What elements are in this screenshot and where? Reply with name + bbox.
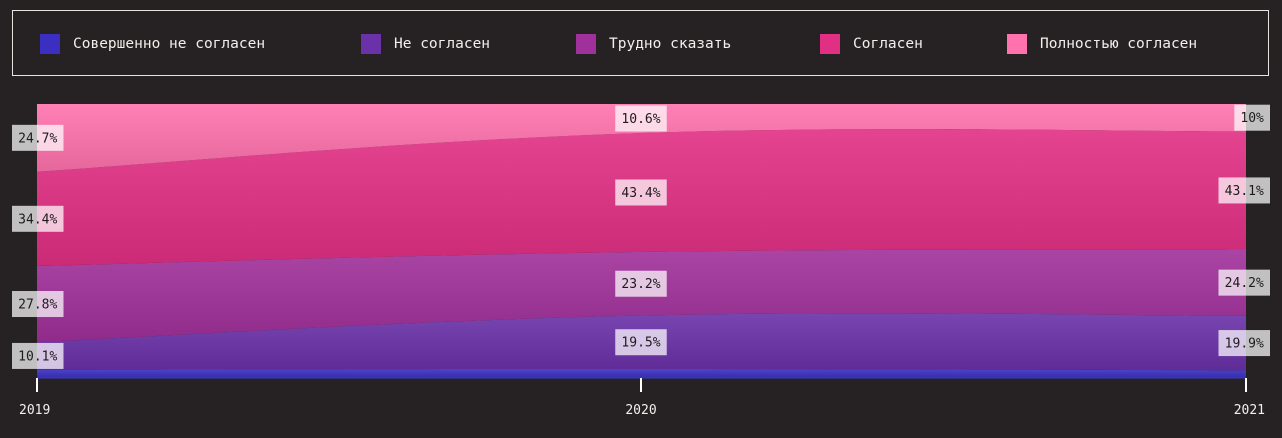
legend-swatch-strongly-disagree [40, 34, 60, 54]
data-label-box [615, 270, 667, 297]
legend-swatch-neutral [576, 34, 596, 54]
data-label-box [1218, 177, 1270, 204]
legend-item-disagree[interactable]: Не согласен [361, 33, 490, 55]
data-label-2-2021: 24.2% [1218, 269, 1270, 296]
data-label-box [12, 291, 64, 318]
legend-swatch-agree [820, 34, 840, 54]
legend-label-neutral: Трудно сказать [609, 36, 732, 52]
data-label-text: 34.4% [18, 212, 57, 227]
data-label-text: 43.4% [621, 186, 660, 201]
x-tick-label-2019: 2019 [19, 403, 50, 418]
data-label-3-2020: 43.4% [615, 179, 667, 206]
x-tick-label-2020: 2020 [625, 403, 656, 418]
legend-swatch-strongly-agree [1007, 34, 1027, 54]
data-label-4-2021: 10% [1234, 104, 1270, 131]
legend-label-disagree: Не согласен [394, 36, 491, 52]
data-label-4-2020: 10.6% [615, 105, 667, 132]
data-label-3-2021: 43.1% [1218, 177, 1270, 204]
x-axis: 2019 2020 2021 [19, 377, 1265, 418]
data-label-box [1218, 269, 1270, 296]
area-shade-strongly-agree [37, 104, 1246, 172]
data-label-text: 23.2% [621, 277, 660, 292]
data-label-4-2019: 24.7% [12, 124, 64, 151]
chart-legend: Совершенно не согласен Не согласен Трудн… [12, 10, 1269, 76]
data-label-box [1218, 330, 1270, 357]
data-label-box [615, 105, 667, 132]
data-label-text: 10.6% [621, 112, 660, 127]
data-label-1-2020: 19.5% [615, 329, 667, 356]
legend-item-strongly-agree[interactable]: Полностью согласен [1007, 33, 1197, 55]
data-label-box [12, 205, 64, 232]
data-label-3-2019: 34.4% [12, 205, 64, 232]
legend-label-strongly-agree: Полностью согласен [1040, 36, 1198, 52]
data-label-text: 24.2% [1225, 276, 1264, 291]
legend-label-agree: Согласен [853, 36, 923, 52]
data-label-text: 19.9% [1225, 337, 1264, 352]
data-label-box [12, 124, 64, 151]
value-label-layer: 10.1% 19.5% 19.9% 27.8% 23.2% 24.2% 34.4% 43.4%… [12, 104, 1270, 369]
data-label-text: 27.8% [18, 298, 57, 313]
data-label-2-2019: 27.8% [12, 291, 64, 318]
legend-item-strongly-disagree[interactable]: Совершенно не согласен [40, 33, 265, 55]
x-tick-label-2021: 2021 [1234, 403, 1265, 418]
data-label-text: 24.7% [18, 131, 57, 146]
legend-item-neutral[interactable]: Трудно сказать [576, 33, 731, 55]
data-label-text: 19.5% [621, 336, 660, 351]
area-shade-strongly-disagree [37, 368, 1246, 378]
legend-label-strongly-disagree: Совершенно не согласен [73, 36, 266, 52]
data-label-box [615, 179, 667, 206]
data-label-text: 10% [1240, 111, 1264, 126]
data-label-box [1234, 104, 1270, 131]
data-label-1-2021: 19.9% [1218, 330, 1270, 357]
data-label-text: 43.1% [1225, 184, 1264, 199]
data-label-2-2020: 23.2% [615, 270, 667, 297]
data-label-box [12, 342, 64, 369]
data-label-box [615, 329, 667, 356]
legend-swatch-disagree [361, 34, 381, 54]
data-label-text: 10.1% [18, 349, 57, 364]
legend-item-agree[interactable]: Согласен [820, 33, 923, 55]
data-label-1-2019: 10.1% [12, 342, 64, 369]
